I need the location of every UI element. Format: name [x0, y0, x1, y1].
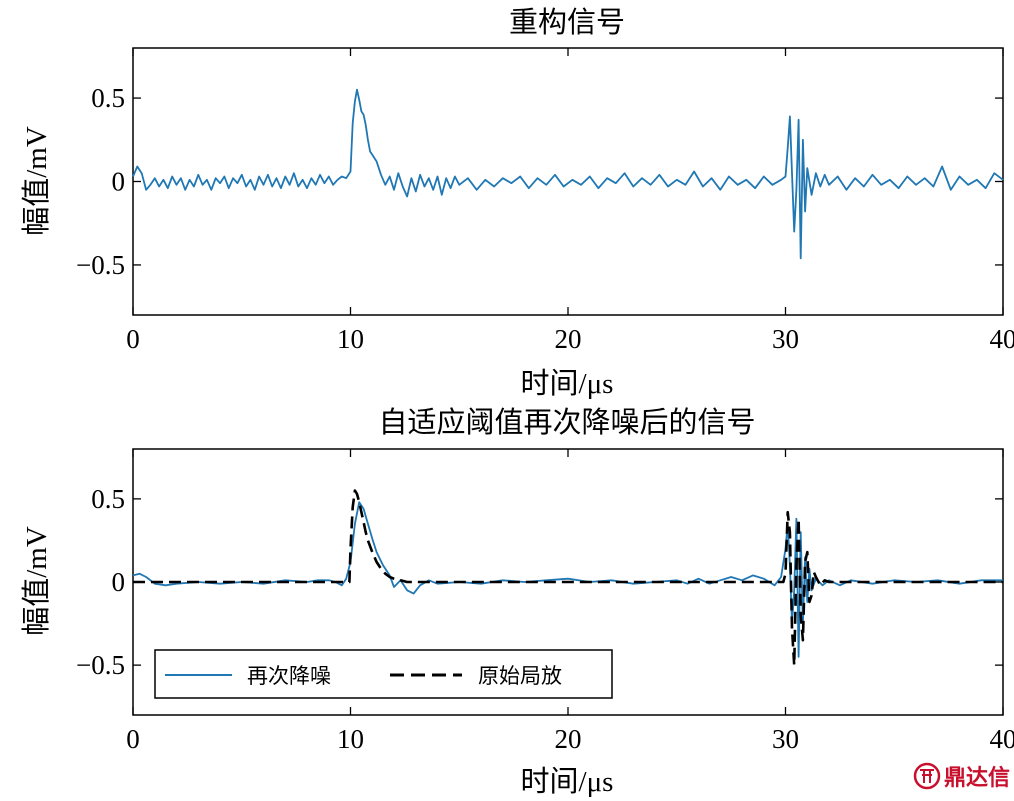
series-line-2	[133, 489, 1003, 667]
series-line-1	[132, 88, 1004, 260]
bottom-x-axis-label: 时间/μs	[521, 765, 614, 798]
watermark-logo-mark	[920, 769, 934, 783]
top-chart-panel: 重构信号 时间/μs 幅值/mV 0 10 20 30 40 −0.5 0 0.…	[20, 6, 1014, 400]
x-tick-label: 0	[126, 324, 140, 354]
top-x-tick-labels: 0 10 20 30 40	[126, 324, 1014, 354]
y-tick-label: −0.5	[76, 650, 125, 680]
x-tick-label: 40	[990, 324, 1014, 354]
watermark-logo-icon	[913, 762, 941, 790]
bottom-chart-title: 自适应阈值再次降噪后的信号	[378, 406, 755, 439]
top-y-axis-label: 幅值/mV	[20, 126, 53, 236]
x-tick-label: 40	[990, 724, 1014, 754]
bottom-y-tick-labels: −0.5 0 0.5	[76, 484, 125, 680]
bottom-chart-panel: 自适应阈值再次降噪后的信号 时间/μs 幅值/mV 0 10 20 30 40 …	[20, 406, 1014, 798]
top-y-tick-labels: −0.5 0 0.5	[76, 83, 125, 280]
top-x-axis-label: 时间/μs	[521, 367, 614, 400]
bottom-x-tick-labels: 0 10 20 30 40	[126, 724, 1014, 754]
bottom-y-axis-label: 幅值/mV	[20, 526, 53, 636]
top-chart-title: 重构信号	[509, 6, 625, 39]
legend-label-original: 原始局放	[478, 664, 562, 688]
x-tick-label: 0	[126, 724, 140, 754]
legend-label-denoised: 再次降噪	[247, 664, 331, 688]
y-tick-label: 0	[112, 167, 126, 197]
series-line-1	[132, 501, 1003, 658]
watermark-text: 鼎达信	[944, 765, 1010, 791]
x-tick-label: 10	[337, 724, 364, 754]
watermark: 鼎达信	[913, 762, 1010, 791]
axes-frame	[132, 47, 1004, 316]
x-tick-label: 20	[555, 324, 582, 354]
x-tick-label: 30	[772, 324, 799, 354]
y-tick-label: −0.5	[76, 250, 125, 280]
x-tick-label: 20	[555, 724, 582, 754]
legend: 再次降噪 原始局放	[154, 649, 613, 699]
x-tick-label: 10	[337, 324, 364, 354]
y-tick-label: 0.5	[91, 83, 125, 113]
x-tick-label: 30	[772, 724, 799, 754]
y-tick-label: 0.5	[91, 484, 125, 514]
y-tick-label: 0	[112, 567, 126, 597]
